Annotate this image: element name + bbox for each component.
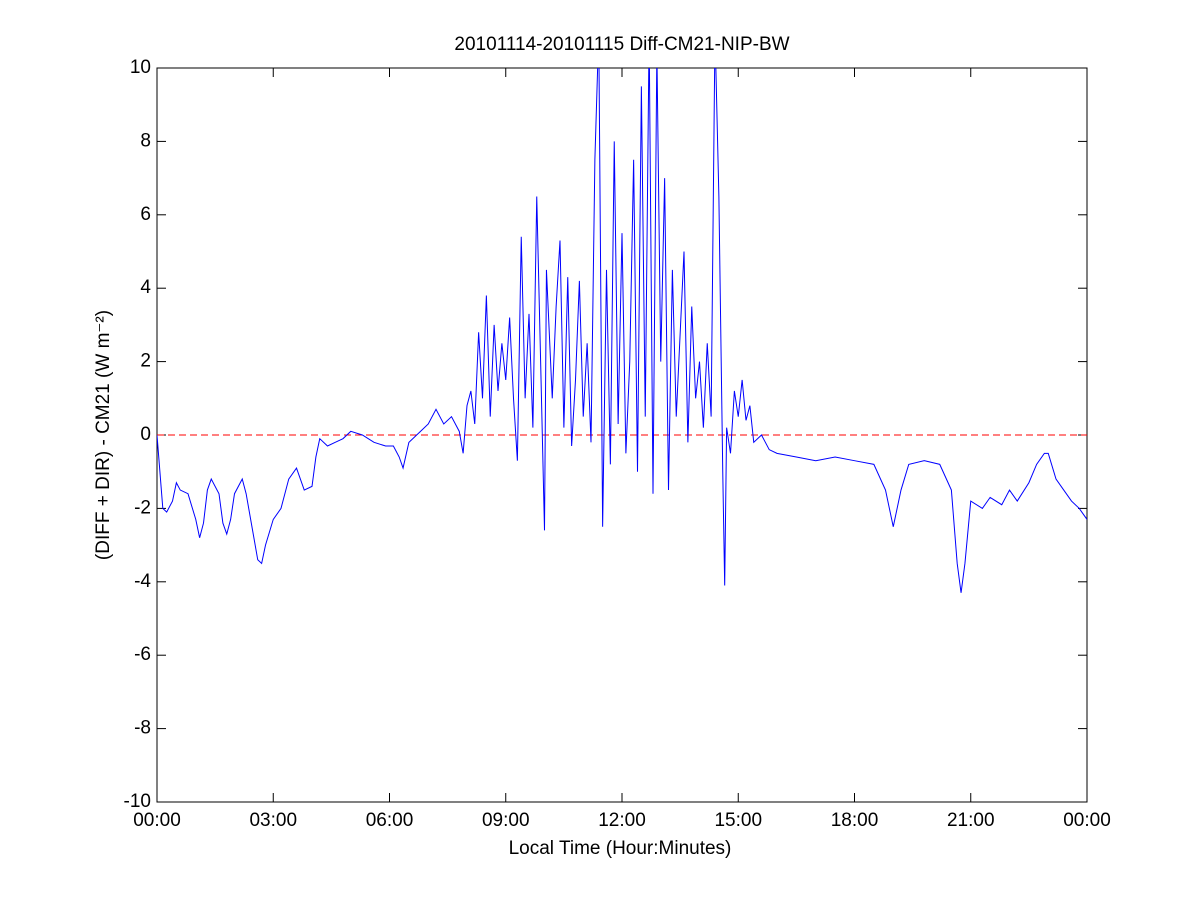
x-axis-label: Local Time (Hour:Minutes)	[509, 838, 732, 859]
x-tick-label: 18:00	[831, 810, 879, 831]
x-tick-label: 21:00	[947, 810, 995, 831]
y-tick-label: 0	[140, 424, 151, 445]
x-tick-label: 00:00	[133, 810, 181, 831]
data-line	[157, 68, 1087, 593]
x-tick-label: 12:00	[598, 810, 646, 831]
y-tick-label: 2	[140, 351, 151, 372]
y-tick-label: 4	[140, 277, 151, 298]
y-tick-label: 6	[140, 204, 151, 225]
chart-title: 20101114-20101115 Diff-CM21-NIP-BW	[454, 34, 789, 55]
x-tick-label: 06:00	[366, 810, 414, 831]
x-tick-label: 03:00	[249, 810, 297, 831]
x-tick-label: 00:00	[1063, 810, 1111, 831]
y-tick-label: -8	[134, 718, 151, 739]
y-tick-label: -4	[134, 571, 151, 592]
y-tick-label: 8	[140, 130, 151, 151]
y-tick-label: -6	[134, 644, 151, 665]
x-tick-label: 15:00	[714, 810, 762, 831]
y-axis-label: (DIFF + DIR) - CM21 (W m⁻²)	[93, 310, 114, 560]
y-tick-label: -2	[134, 497, 151, 518]
y-tick-label: 10	[130, 57, 151, 78]
y-tick-label: -10	[124, 791, 151, 812]
x-tick-label: 09:00	[482, 810, 530, 831]
